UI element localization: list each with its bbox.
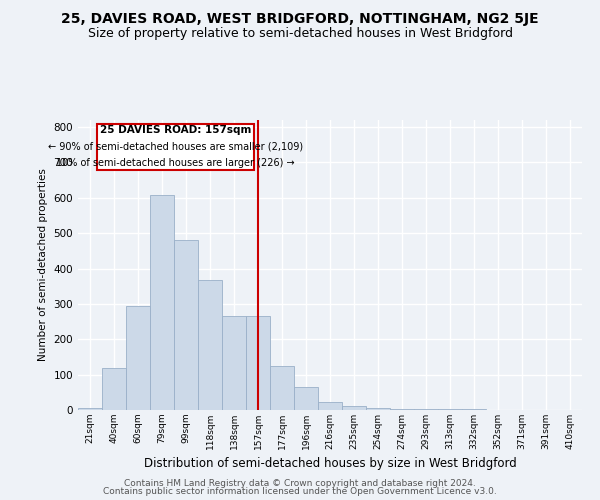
Bar	[270, 366, 294, 410]
Bar	[246, 316, 270, 410]
Bar	[150, 195, 174, 410]
Y-axis label: Number of semi-detached properties: Number of semi-detached properties	[38, 168, 48, 362]
Text: Size of property relative to semi-detached houses in West Bridgford: Size of property relative to semi-detach…	[88, 28, 512, 40]
Text: 10% of semi-detached houses are larger (226) →: 10% of semi-detached houses are larger (…	[56, 158, 295, 168]
Text: 25, DAVIES ROAD, WEST BRIDGFORD, NOTTINGHAM, NG2 5JE: 25, DAVIES ROAD, WEST BRIDGFORD, NOTTING…	[61, 12, 539, 26]
Bar	[294, 387, 318, 410]
Text: Contains HM Land Registry data © Crown copyright and database right 2024.: Contains HM Land Registry data © Crown c…	[124, 478, 476, 488]
Bar	[222, 316, 246, 410]
Bar	[198, 280, 222, 410]
Bar	[342, 406, 366, 410]
Bar	[390, 408, 414, 410]
Bar	[438, 409, 462, 410]
Bar	[366, 408, 390, 410]
Text: Contains public sector information licensed under the Open Government Licence v3: Contains public sector information licen…	[103, 487, 497, 496]
Bar	[78, 408, 102, 410]
Bar	[102, 368, 126, 410]
Bar	[126, 306, 150, 410]
Bar	[318, 402, 342, 410]
Bar	[174, 240, 198, 410]
Text: 25 DAVIES ROAD: 157sqm: 25 DAVIES ROAD: 157sqm	[100, 125, 251, 135]
Bar	[414, 409, 438, 410]
Text: ← 90% of semi-detached houses are smaller (2,109): ← 90% of semi-detached houses are smalle…	[48, 142, 303, 152]
X-axis label: Distribution of semi-detached houses by size in West Bridgford: Distribution of semi-detached houses by …	[143, 458, 517, 470]
FancyBboxPatch shape	[97, 124, 254, 170]
